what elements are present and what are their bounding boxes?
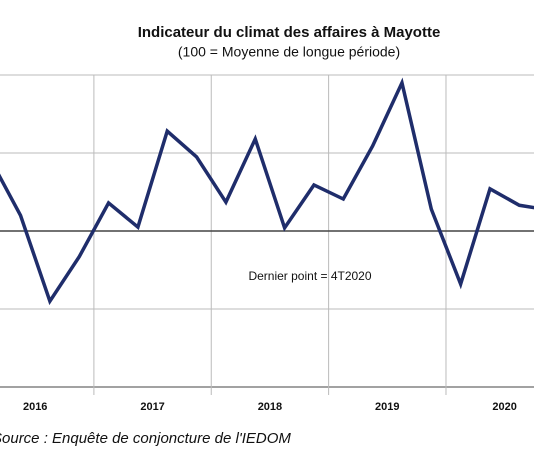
chart-subtitle: (100 = Moyenne de longue période) <box>178 44 400 60</box>
annotation: Dernier point = 4T2020 <box>248 269 371 283</box>
x-tick-label: 2017 <box>140 401 164 413</box>
x-tick-label: 2019 <box>375 401 399 413</box>
source-note: Source : Enquête de conjoncture de l'IED… <box>0 430 291 447</box>
x-tick-label: 2016 <box>23 401 47 413</box>
chart-title: Indicateur du climat des affaires à Mayo… <box>138 24 441 41</box>
x-tick-label: 2020 <box>492 401 516 413</box>
series-line <box>0 77 534 306</box>
x-tick-label: 2018 <box>258 401 282 413</box>
